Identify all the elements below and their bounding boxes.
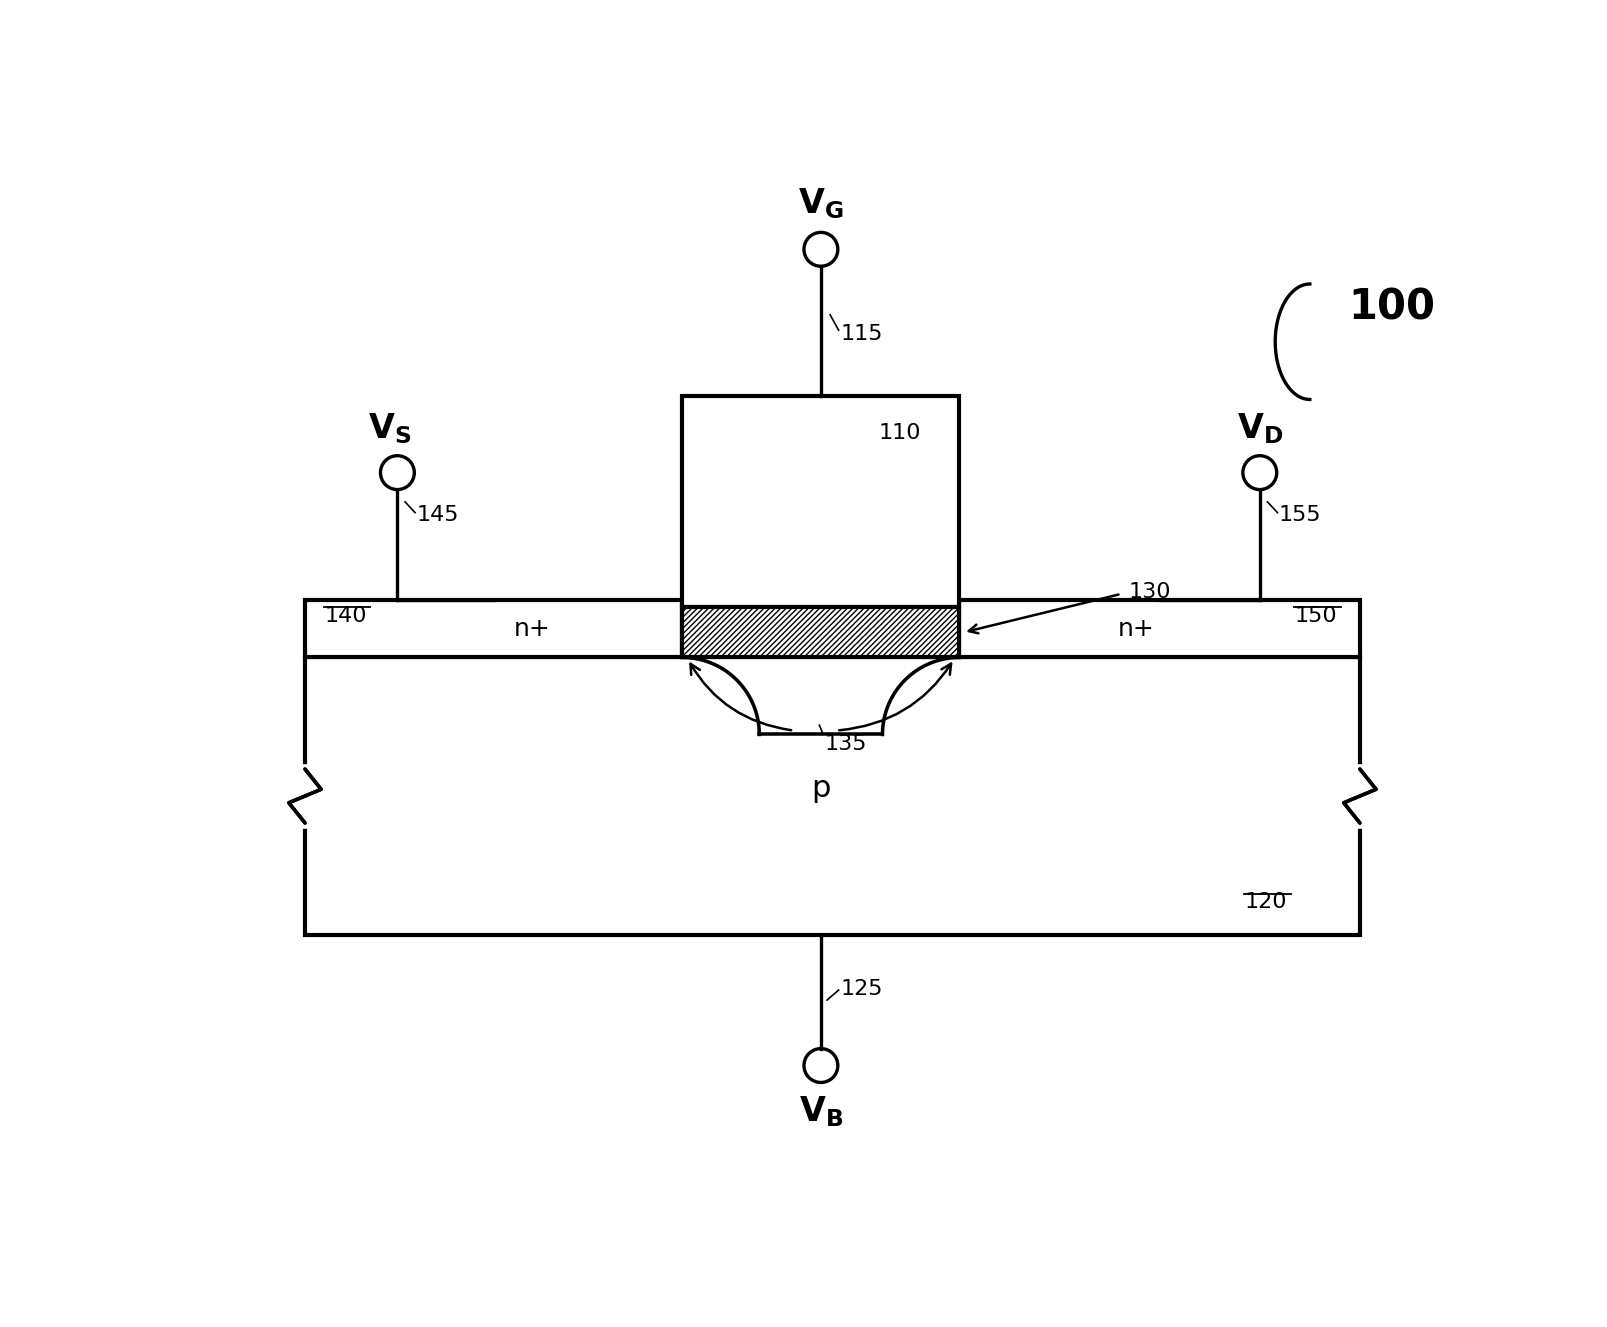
Text: 140: 140 [325,606,366,626]
Text: V$_{\mathbf{B}}$: V$_{\mathbf{B}}$ [799,1093,844,1129]
Text: V$_{\mathbf{S}}$: V$_{\mathbf{S}}$ [368,411,411,446]
Text: 145: 145 [416,506,460,525]
Text: n+: n+ [1118,617,1155,641]
Text: 150: 150 [1295,606,1337,626]
Text: 110: 110 [879,422,921,443]
Text: n+: n+ [514,617,551,641]
Text: 125: 125 [840,978,882,998]
Text: 155: 155 [1279,506,1321,525]
Text: p: p [812,774,831,803]
Bar [683,608,959,657]
Text: 120: 120 [1244,892,1287,912]
Text: V$_{\mathbf{G}}$: V$_{\mathbf{G}}$ [799,186,844,220]
Bar [959,600,1360,657]
Bar [305,657,1360,934]
Text: V$_{\mathbf{D}}$: V$_{\mathbf{D}}$ [1237,411,1282,446]
Text: 135: 135 [824,734,868,755]
Bar [683,395,959,608]
Text: 130: 130 [1128,583,1172,602]
Bar [305,600,683,657]
Text: 100: 100 [1348,287,1435,328]
Text: 115: 115 [840,324,882,344]
